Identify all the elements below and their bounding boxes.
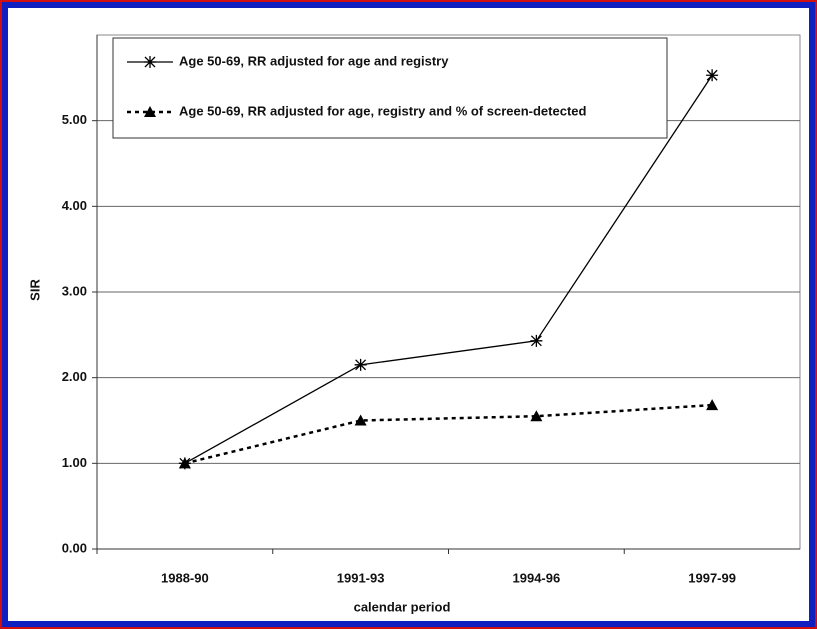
marker — [354, 358, 367, 371]
x-tick-label: 1988-90 — [161, 570, 209, 585]
x-axis-label: calendar period — [354, 599, 451, 614]
marker — [706, 399, 719, 411]
marker — [530, 410, 543, 422]
marker — [530, 334, 543, 347]
legend-label: Age 50-69, RR adjusted for age and regis… — [179, 53, 449, 68]
x-tick-label: 1991-93 — [337, 570, 385, 585]
series-line — [184, 403, 713, 465]
legend-box — [112, 37, 668, 139]
chart: SIR calendar period 0.00 1.00 2.00 3.00 4.00… — [27, 34, 801, 614]
y-tick-label: 1.00 — [62, 455, 87, 470]
legend-marker — [144, 56, 156, 68]
legend-marker — [144, 106, 156, 117]
y-tick-label: 2.00 — [62, 369, 87, 384]
y-tick-label: 0.00 — [62, 540, 87, 555]
x-tick-label: 1994-96 — [513, 570, 561, 585]
marker — [178, 457, 191, 469]
legend-label: Age 50-69, RR adjusted for age, registry… — [179, 103, 587, 118]
y-tick-label: 4.00 — [62, 198, 87, 213]
y-tick-label: 3.00 — [62, 283, 87, 298]
y-tick-label: 5.00 — [62, 112, 87, 127]
series-line — [184, 74, 713, 464]
x-tick-label: 1997-99 — [688, 570, 736, 585]
marker — [706, 69, 719, 82]
y-axis-label: SIR — [27, 279, 42, 301]
marker — [354, 414, 367, 426]
